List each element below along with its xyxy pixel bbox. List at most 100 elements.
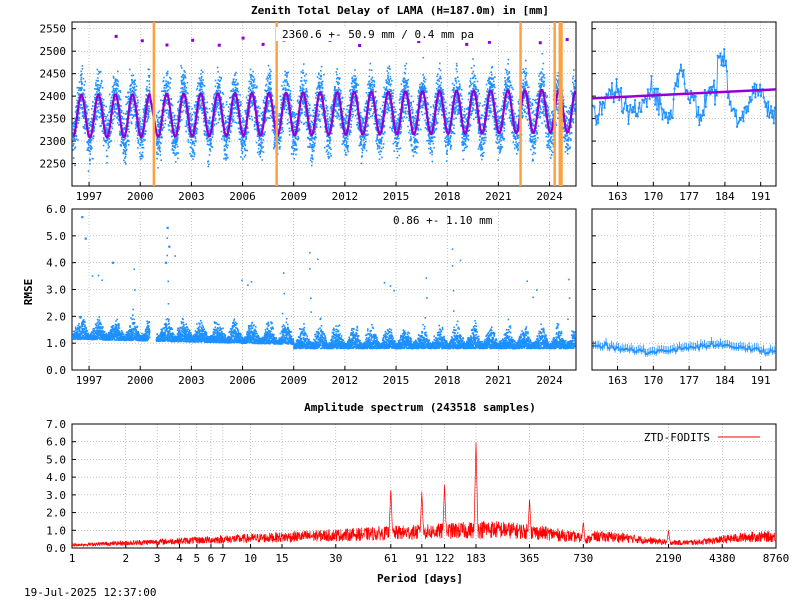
ztd-point: [363, 108, 366, 111]
ztd-point: [315, 136, 317, 139]
ztd-point: [404, 72, 407, 75]
ztd-point: [135, 122, 138, 125]
ztd-point: [133, 93, 136, 95]
ztd-point: [321, 107, 323, 110]
ztd-point: [306, 128, 308, 131]
ztd-point: [195, 131, 198, 133]
ztd-point: [113, 90, 115, 93]
ztd-point: [344, 127, 347, 129]
ztd-point: [237, 83, 239, 86]
ztd-point: [161, 123, 164, 125]
ztd-point: [304, 111, 307, 114]
ztd-point: [364, 138, 367, 140]
ztd-point: [352, 110, 354, 113]
ztd-point: [395, 120, 397, 122]
ztd-point: [177, 152, 180, 154]
ztd-point: [299, 120, 301, 123]
ztd-point: [290, 99, 293, 102]
ztd-point: [260, 143, 262, 146]
ztd-point: [75, 106, 78, 109]
ztd-point: [329, 113, 332, 116]
ztd-point: [182, 77, 185, 80]
ztd-point: [315, 126, 318, 129]
ztd-point: [226, 147, 228, 149]
ztd-point: [108, 138, 111, 140]
ztd-point: [189, 141, 192, 144]
ztd-point: [268, 88, 270, 90]
ztd-point: [83, 127, 85, 129]
ztd-point: [186, 123, 189, 126]
ztd-point: [307, 137, 310, 140]
ztd-point: [314, 135, 317, 138]
ztd-point: [191, 118, 193, 121]
ztd-point: [77, 89, 80, 92]
ztd-point: [345, 117, 348, 119]
ztd-point: [180, 87, 182, 90]
ztd-point: [228, 137, 231, 140]
ztd-point: [328, 128, 330, 130]
ztd-point: [171, 104, 174, 107]
ztd-point: [318, 88, 321, 91]
ztd-point: [231, 81, 234, 84]
ztd-point: [266, 92, 268, 95]
ztd-point: [131, 117, 134, 119]
ztd-point: [363, 147, 366, 150]
ztd-point: [253, 81, 255, 83]
ztd-point: [406, 82, 408, 85]
ztd-point: [246, 149, 249, 152]
ztd-point: [200, 83, 203, 85]
ztd-point: [286, 76, 288, 78]
ztd-point: [234, 81, 237, 83]
ztd-point: [217, 102, 220, 104]
ztd-point: [206, 107, 208, 110]
ztd-point: [160, 109, 163, 112]
ztd-point: [412, 100, 415, 103]
ztd-point: [245, 135, 247, 138]
ztd-point: [213, 123, 215, 125]
ztd-point: [396, 124, 398, 127]
ztd-point: [77, 96, 80, 99]
ztd-point: [179, 120, 181, 123]
ztd-point: [107, 123, 109, 126]
ztd-point: [110, 130, 113, 133]
ztd-point: [105, 141, 107, 144]
ztd-point: [105, 149, 108, 152]
ztd-point: [191, 148, 194, 150]
ztd-point: [80, 100, 83, 102]
ztd-point: [242, 124, 245, 127]
ztd-point: [120, 136, 123, 138]
ztd-point: [173, 131, 176, 134]
ztd-point: [113, 103, 116, 106]
ztd-point: [148, 100, 150, 103]
ztd-point: [410, 102, 412, 105]
ztd-point: [362, 139, 365, 141]
ztd-point: [324, 112, 327, 114]
ztd-point: [292, 144, 295, 147]
ztd-point: [193, 135, 196, 137]
ztd-point: [125, 145, 127, 147]
ztd-point: [187, 128, 190, 131]
ztd-point: [315, 119, 318, 122]
ztd-point: [350, 92, 352, 94]
ztd-point: [227, 106, 230, 108]
ztd-point: [283, 103, 286, 106]
ztd-point: [137, 142, 140, 144]
ztd-point: [245, 113, 247, 115]
ztd-point: [116, 113, 118, 115]
ztd-point: [101, 130, 104, 133]
ztd-point: [116, 122, 119, 124]
ztd-point: [297, 130, 300, 132]
ztd-point: [89, 150, 91, 153]
ztd-point: [320, 84, 323, 87]
ztd-point: [103, 139, 105, 141]
ztd-point: [233, 99, 236, 102]
ztd-point: [300, 71, 303, 73]
ztd-point: [133, 109, 135, 111]
ztd-point: [233, 111, 236, 114]
ztd-point: [270, 109, 273, 112]
ztd-point: [277, 135, 280, 138]
ztd-point: [282, 88, 285, 90]
ztd-point: [202, 79, 204, 81]
ztd-point: [224, 122, 227, 125]
ztd-point: [127, 139, 129, 142]
